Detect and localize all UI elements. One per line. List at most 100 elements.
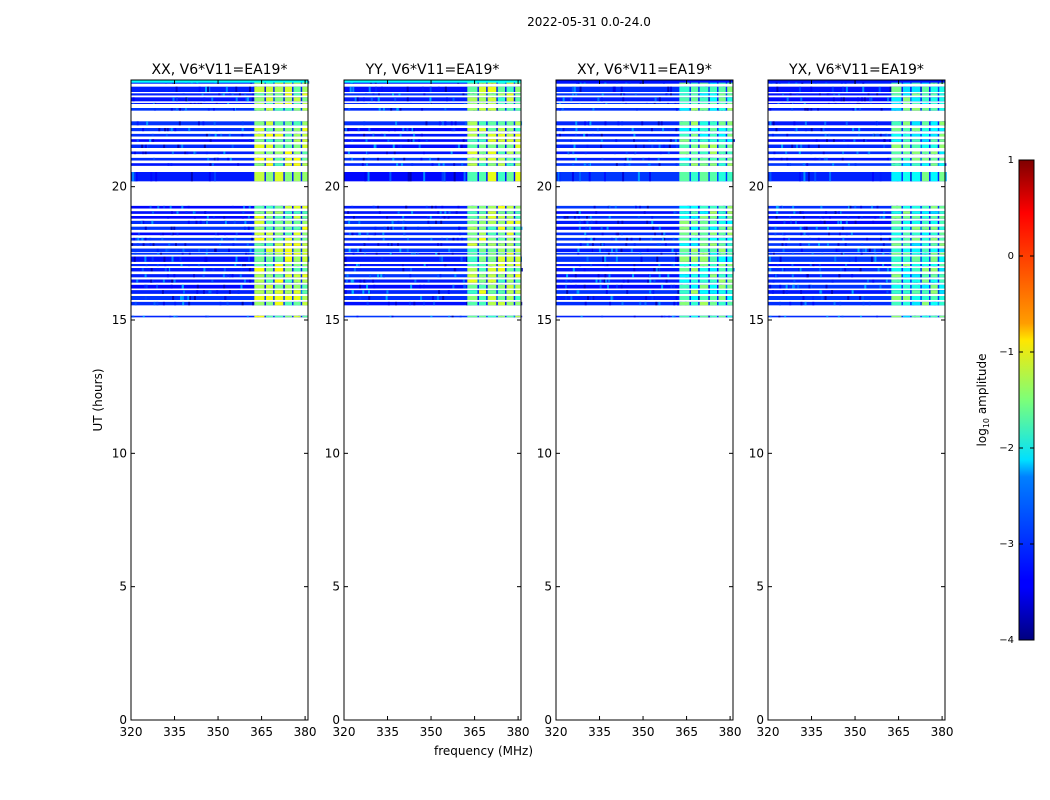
band-speckle [374,232,377,236]
band-strong-cell [930,86,938,92]
band-speckle [429,157,432,161]
band-speckle [776,86,779,92]
band-strong-cell [891,279,902,283]
band-bg [768,315,945,318]
band-strong-cell [487,172,497,182]
band-speckle [223,232,226,236]
band-strong-cell [902,121,911,126]
band-bg [131,139,308,142]
band-speckle [828,93,831,96]
band-strong-cell [930,252,938,255]
band-strong-cell [930,248,938,252]
band-speckle [577,248,580,252]
band-strong-cell [274,284,284,289]
band-speckle [156,284,159,289]
band-strong-cell [699,216,709,219]
band-speckle [464,121,467,126]
band-speckle [427,279,430,283]
band-speckle [214,232,217,236]
band-speckle [184,108,187,111]
band-strong-cell [487,284,497,289]
band-strong-cell [911,237,921,241]
band-speckle [406,237,409,241]
band-strong-cell [902,151,911,155]
band-speckle [273,252,276,255]
band-strong-cell [699,237,709,241]
band-strong-cell [302,284,308,289]
band-speckle [175,248,178,252]
band-speckle [447,315,450,318]
band-strong-cell [891,97,902,102]
band-speckle [412,128,415,132]
band-speckle [177,144,180,148]
band-speckle [920,226,923,230]
band-strong-cell [690,290,699,294]
band-speckle [163,256,166,262]
band-speckle [176,211,179,214]
band-strong-cell [265,296,274,300]
band-bg [131,274,308,278]
band-speckle [621,93,624,96]
band-speckle [170,232,173,236]
band-speckle [675,256,678,262]
band-speckle [156,264,159,267]
band-strong-cell [690,86,699,92]
band-strong-cell [478,248,487,252]
band-strong-cell [699,301,709,306]
x-tick-label: 320 [757,725,780,739]
band-speckle [656,256,659,262]
band-speckle [400,163,403,166]
band-speckle [437,86,440,92]
band-speckle [838,274,841,278]
band-speckle [154,102,157,104]
band-speckle [825,211,828,214]
band-speckle [624,157,627,161]
band-speckle [781,243,784,246]
band-speckle [610,296,613,300]
band-speckle [211,279,214,283]
band-speckle [187,205,190,209]
band-speckle [152,102,155,104]
band-strong-cell [487,121,497,126]
band-speckle [626,157,629,161]
band-speckle [223,268,226,272]
band-speckle [586,144,589,148]
band-strong-cell [467,133,478,137]
band-speckle [869,102,872,104]
band-strong-cell [265,315,274,318]
band-speckle [403,232,406,236]
band-speckle [218,93,221,96]
band-strong-cell [293,264,301,267]
band-bg [768,232,945,236]
band-speckle [573,86,576,92]
band-speckle [824,296,827,300]
band-speckle [194,151,197,155]
band-strong-cell [467,157,478,161]
band-strong-cell [921,216,930,219]
band-strong-cell [727,220,733,224]
band-strong-cell [515,290,521,294]
band-strong-cell [891,205,902,209]
band-bg [131,128,308,132]
band-strong-cell [274,301,284,306]
band-speckle [208,133,211,137]
band-speckle [454,274,457,278]
band-strong-cell [690,220,699,224]
band-speckle [670,284,673,289]
band-strong-cell [254,220,265,224]
band-speckle [808,284,811,289]
band-strong-cell [679,256,690,262]
band-strong-cell [679,102,690,104]
band-speckle [402,226,405,230]
band-speckle [844,268,847,272]
band-speckle [173,226,176,230]
band-bg [556,205,733,209]
band-speckle [866,237,869,241]
band-speckle [769,172,772,182]
band-bg [768,139,945,142]
band-speckle [812,301,815,306]
band-strong-cell [284,243,293,246]
band-speckle [877,268,880,272]
band-speckle [677,290,680,294]
band-speckle [408,301,411,306]
